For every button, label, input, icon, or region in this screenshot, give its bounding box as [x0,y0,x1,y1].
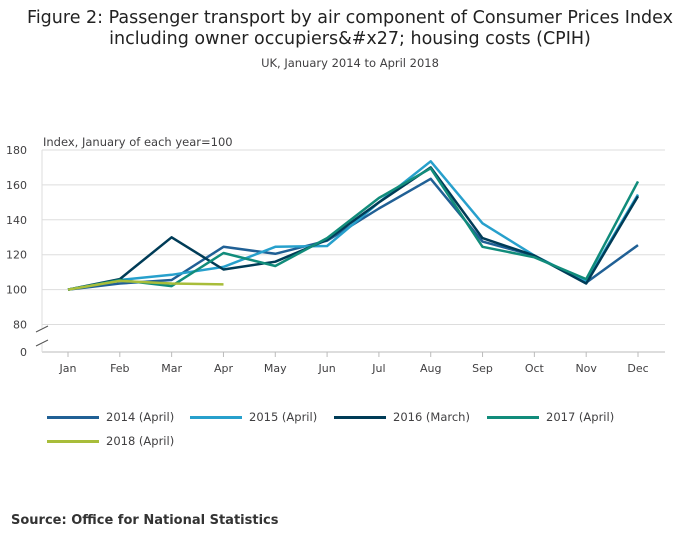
y-tick-label: 140 [6,214,27,227]
legend-swatch [190,415,242,419]
y-axis-label: Index, January of each year=100 [43,135,233,149]
y-tick-label: 160 [6,179,27,192]
source-note: Source: Office for National Statistics [11,513,279,528]
series-line-2017 [67,167,640,291]
legend-item: 2015 (April) [190,408,317,426]
chart-subtitle: UK, January 2014 to April 2018 [261,56,439,70]
legend-label: 2018 (April) [106,434,175,448]
x-tick-label: Jan [59,362,77,375]
x-tick-label: Nov [575,362,597,375]
x-tick-label: Dec [627,362,648,375]
x-tick-label: Jul [371,362,385,375]
series-line-2018 [67,279,224,291]
x-tick-label: Mar [161,362,182,375]
legend-item: 2016 (March) [334,408,470,426]
x-tick-label: Oct [525,362,545,375]
legend-swatch [47,439,99,443]
x-tick-label: Feb [110,362,129,375]
legend-swatch [487,415,539,419]
series-line-2014 [67,177,639,291]
x-tick-label: May [264,362,287,375]
legend-swatch [47,415,99,419]
chart-title: Figure 2: Passenger transport by air com… [27,8,673,49]
legend-item: 2014 (April) [47,408,174,426]
y-tick-label: 100 [6,284,27,297]
x-tick-label: Aug [420,362,441,375]
series-line-2016 [67,166,640,291]
legend-label: 2017 (April) [546,410,615,424]
x-tick-label: Jun [317,362,335,375]
legend-label: 2014 (April) [106,410,175,424]
y-tick-label: 180 [6,144,27,157]
series-line-2015 [67,160,640,291]
legend-item: 2018 (April) [47,432,174,450]
legend-label: 2015 (April) [249,410,318,424]
axis-break-mark [35,325,49,333]
axis-break-mark [35,339,49,347]
legend-swatch [334,415,386,419]
y-tick-label: 80 [13,319,27,332]
x-tick-label: Sep [472,362,493,375]
x-tick-label: Apr [214,362,234,375]
legend-label: 2016 (March) [393,410,470,424]
y-tick-label-zero: 0 [20,346,27,359]
legend-item: 2017 (April) [487,408,614,426]
y-tick-label: 120 [6,249,27,262]
